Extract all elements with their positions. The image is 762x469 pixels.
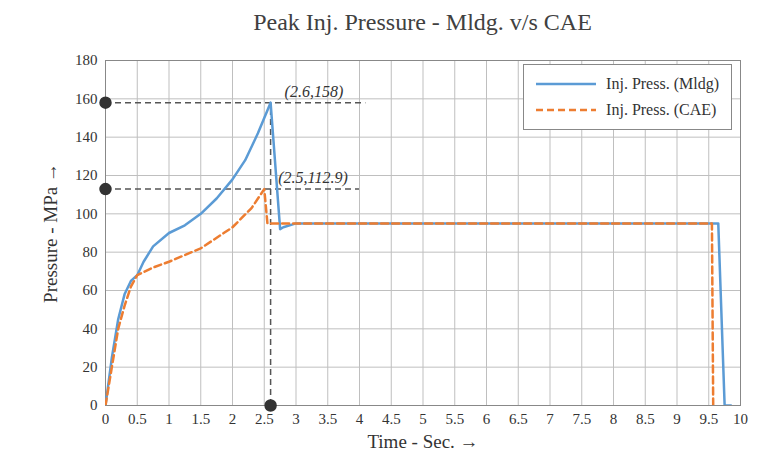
svg-text:9: 9	[673, 411, 681, 427]
svg-text:4: 4	[356, 411, 364, 427]
svg-text:8.5: 8.5	[636, 411, 655, 427]
html-text:Peak Inj. Pressure - Mldg. v/s: Peak Inj. Pressure - Mldg. v/s CAE	[253, 9, 592, 35]
svg-text:7.5: 7.5	[572, 411, 591, 427]
svg-text:7: 7	[546, 411, 554, 427]
svg-text:6.5: 6.5	[509, 411, 528, 427]
svg-text:120: 120	[75, 167, 98, 183]
svg-text:Pressure - MPa →: Pressure - MPa →	[40, 163, 61, 303]
svg-text:2: 2	[229, 411, 237, 427]
svg-text:180: 180	[75, 52, 98, 68]
html-text:Inj. Press. (CAE): Inj. Press. (CAE)	[606, 101, 717, 118]
svg-text:60: 60	[83, 282, 98, 298]
svg-text:8: 8	[610, 411, 618, 427]
svg-text:3: 3	[292, 411, 300, 427]
svg-text:10: 10	[733, 411, 748, 427]
svg-text:3.5: 3.5	[318, 411, 337, 427]
svg-text:0.5: 0.5	[128, 411, 147, 427]
svg-text:0: 0	[90, 397, 98, 413]
svg-text:140: 140	[75, 129, 98, 145]
svg-text:9.5: 9.5	[699, 411, 718, 427]
svg-text:100: 100	[75, 206, 98, 222]
svg-text:2.5: 2.5	[255, 411, 274, 427]
svg-text:0: 0	[102, 411, 110, 427]
svg-text:(2.6,158): (2.6,158)	[285, 83, 344, 101]
svg-text:40: 40	[83, 321, 98, 337]
svg-text:1.5: 1.5	[191, 411, 210, 427]
svg-text:6: 6	[483, 411, 491, 427]
svg-text:(2.5,112.9): (2.5,112.9)	[278, 169, 347, 187]
svg-text:20: 20	[83, 359, 98, 375]
svg-text:4.5: 4.5	[382, 411, 401, 427]
svg-text:80: 80	[83, 244, 98, 260]
svg-text:160: 160	[75, 91, 98, 107]
html-text:Inj. Press. (Mldg): Inj. Press. (Mldg)	[606, 75, 719, 92]
svg-text:5: 5	[419, 411, 427, 427]
svg-text:1: 1	[165, 411, 173, 427]
svg-text:5.5: 5.5	[445, 411, 464, 427]
svg-text:Time - Sec. →: Time - Sec. →	[367, 431, 478, 452]
